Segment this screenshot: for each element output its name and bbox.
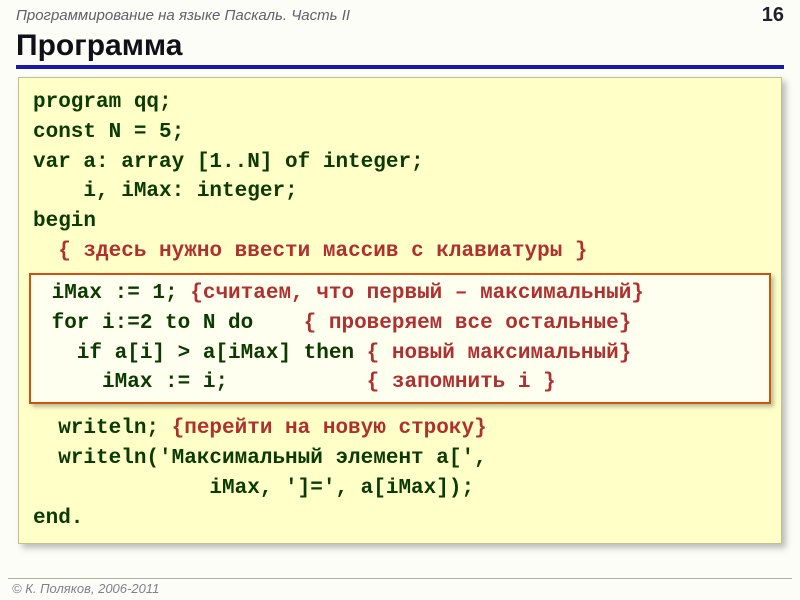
code-line: iMax := i; { запомнить i } [39, 368, 761, 398]
slide-footer: © К. Поляков, 2006-2011 [8, 578, 792, 598]
header-subtitle: Программирование на языке Паскаль. Часть… [16, 7, 350, 24]
code-block: program qq; const N = 5; var a: array [1… [18, 77, 782, 544]
code-line: if a[i] > a[iMax] then { новый максималь… [39, 339, 761, 369]
code-comment: { здесь нужно ввести массив с клавиатуры… [58, 240, 587, 263]
code-line: writeln('Максимальный элемент a[', [33, 444, 767, 474]
code-comment: {считаем, что первый – максимальный} [190, 282, 644, 305]
code-line: program qq; [33, 88, 767, 118]
code-comment: {перейти на новую строку} [172, 417, 487, 440]
code-comment: { новый максимальный} [367, 342, 632, 365]
code-line: for i:=2 to N do { проверяем все остальн… [39, 309, 761, 339]
highlighted-code-box: iMax := 1; {считаем, что первый – максим… [29, 273, 771, 404]
slide-title: Программа [16, 29, 784, 69]
code-comment: { запомнить i } [367, 371, 556, 394]
code-text: if a[i] > a[iMax] then [39, 342, 367, 365]
code-line: var a: array [1..N] of integer; [33, 148, 767, 178]
slide-header: Программирование на языке Паскаль. Часть… [0, 0, 800, 27]
code-line: const N = 5; [33, 118, 767, 148]
code-text [33, 240, 58, 263]
code-text: writeln; [33, 417, 172, 440]
slide: Программирование на языке Паскаль. Часть… [0, 0, 800, 600]
code-text: iMax := i; [39, 371, 367, 394]
code-line: iMax, ']=', a[iMax]); [33, 474, 767, 504]
code-line: { здесь нужно ввести массив с клавиатуры… [33, 237, 767, 267]
code-line: end. [33, 504, 767, 534]
code-text: for i:=2 to N do [39, 312, 304, 335]
code-comment: { проверяем все остальные} [304, 312, 632, 335]
code-text: iMax := 1; [39, 282, 190, 305]
page-number: 16 [762, 4, 784, 27]
code-line: begin [33, 207, 767, 237]
code-line: iMax := 1; {считаем, что первый – максим… [39, 279, 761, 309]
code-line: writeln; {перейти на новую строку} [33, 414, 767, 444]
code-line: i, iMax: integer; [33, 177, 767, 207]
